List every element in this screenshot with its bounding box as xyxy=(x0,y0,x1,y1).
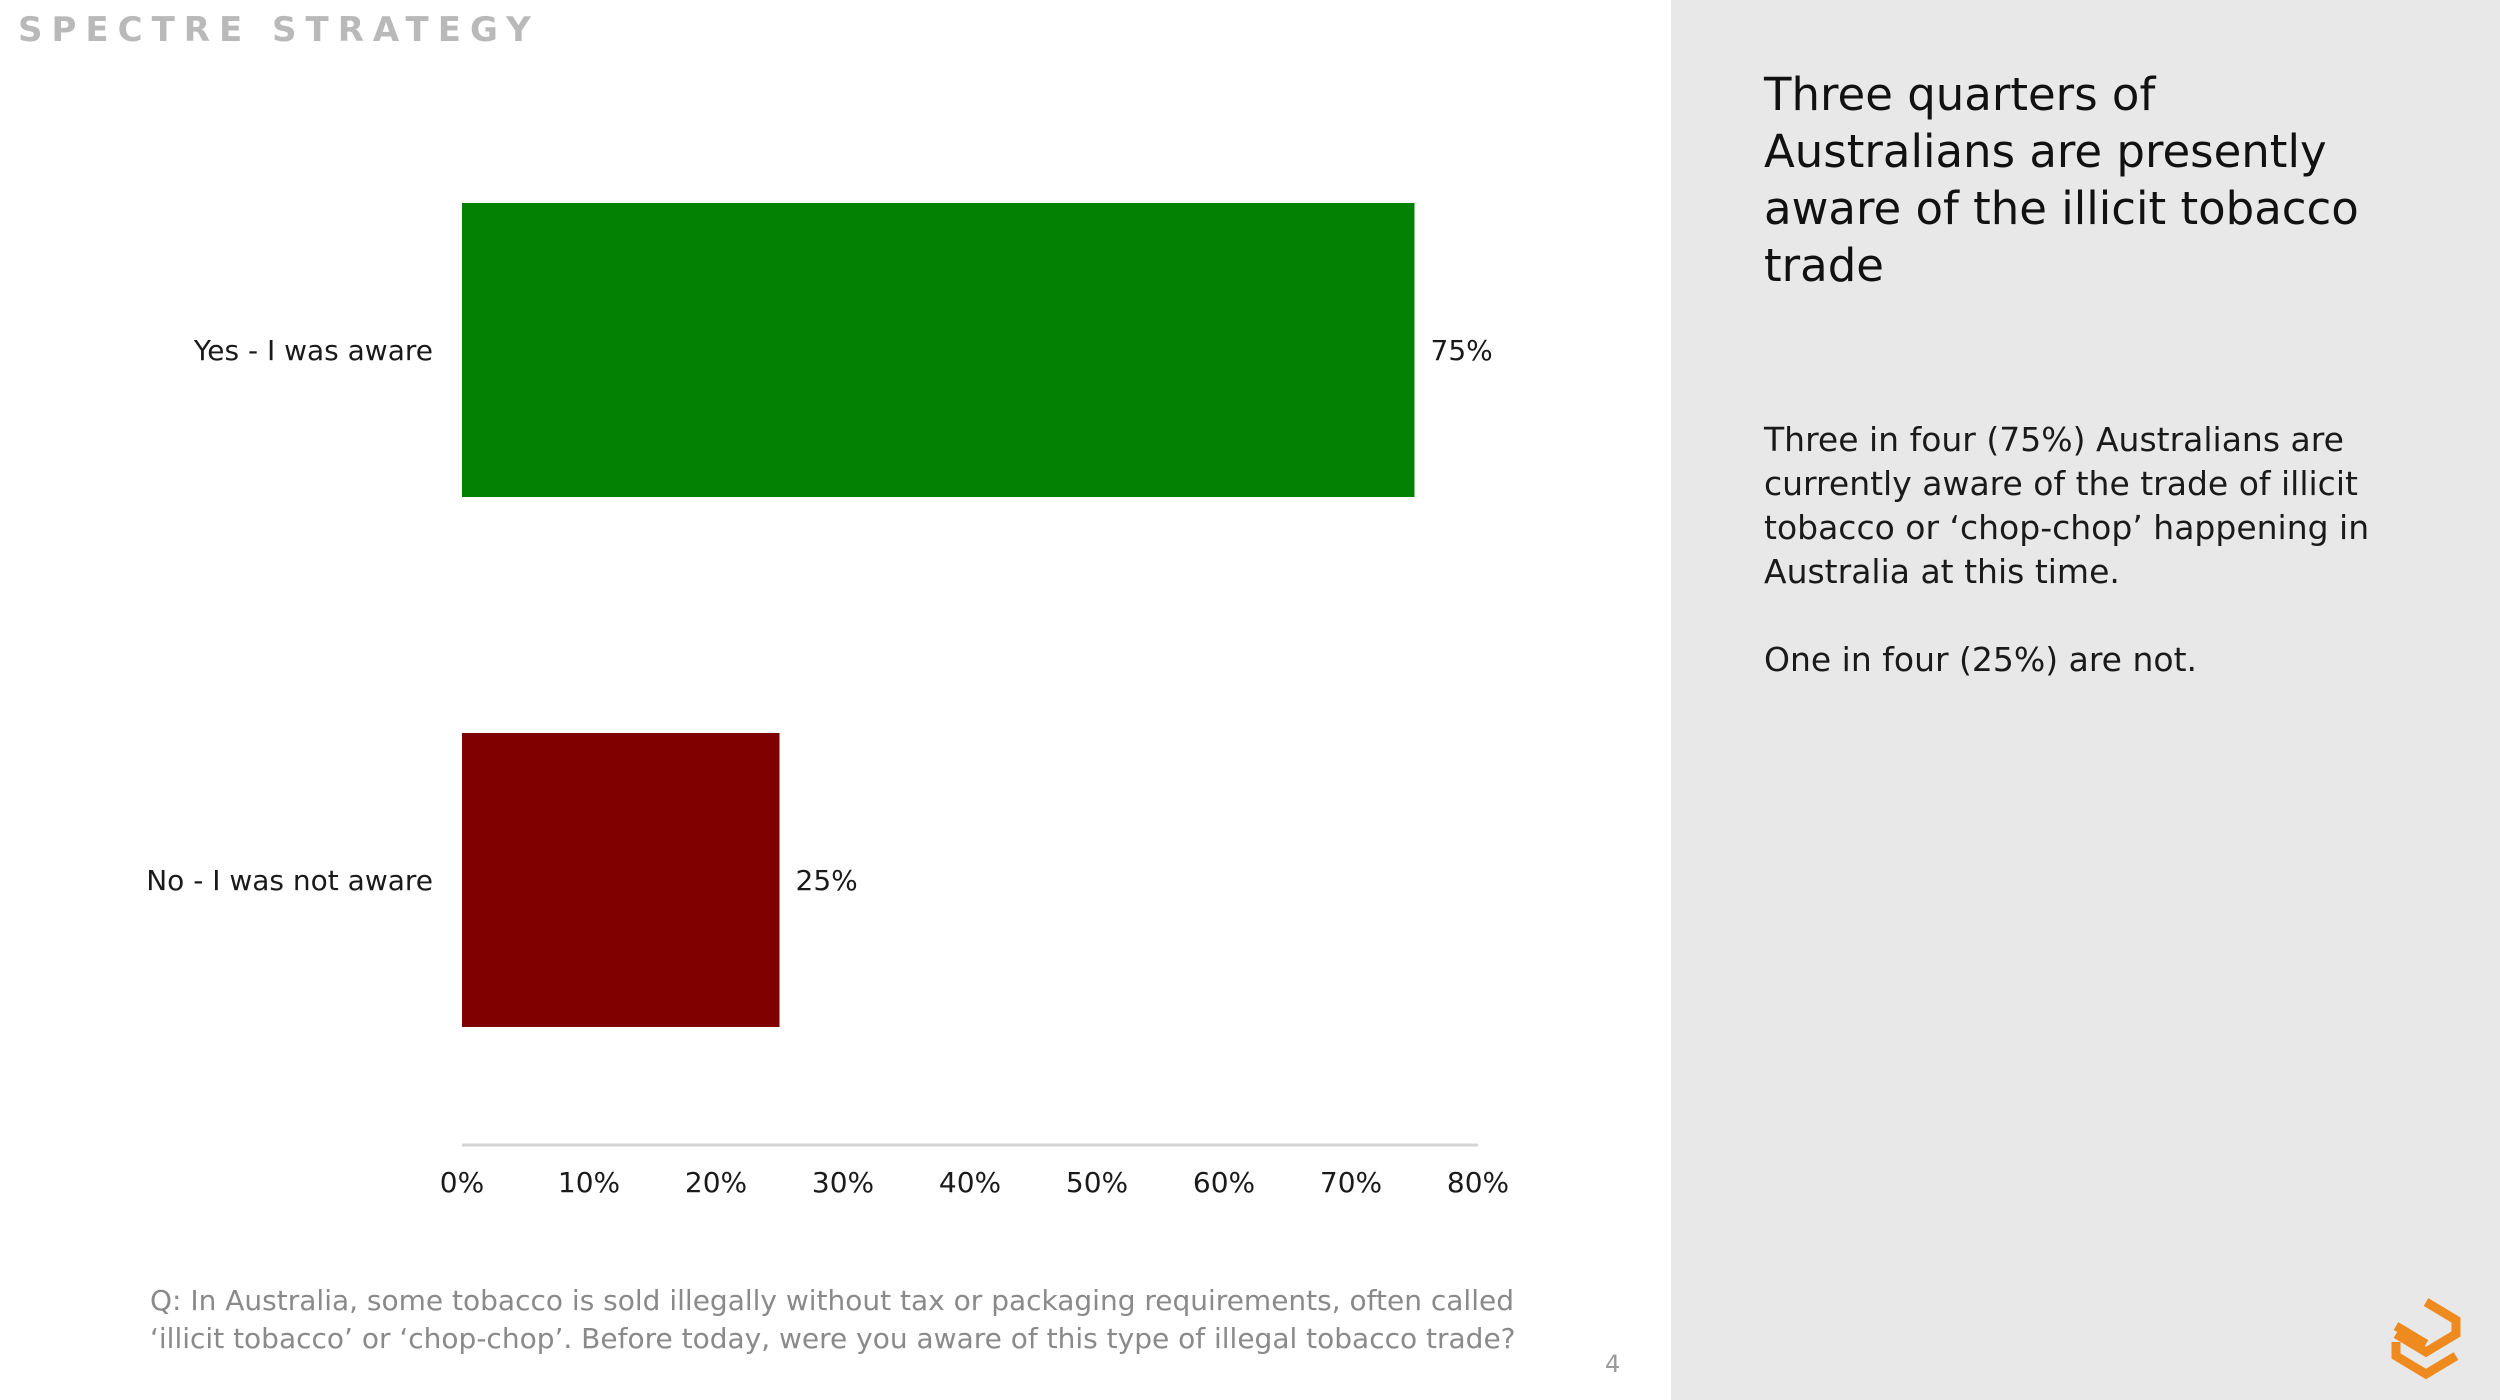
bars-layer xyxy=(462,203,1415,1027)
summary-text: Three in four (75%) Australians are curr… xyxy=(1764,418,2444,682)
x-tick-label: 70% xyxy=(1320,1166,1382,1199)
x-tick-label: 50% xyxy=(1066,1166,1128,1199)
headline-line: aware of the illicit tobacco xyxy=(1764,182,2359,235)
x-tick-label: 0% xyxy=(440,1166,484,1199)
question-line: Q: In Australia, some tobacco is sold il… xyxy=(150,1284,1514,1317)
x-tick-label: 60% xyxy=(1193,1166,1255,1199)
category-label: Yes - I was aware xyxy=(193,334,433,367)
page-number: 4 xyxy=(1605,1350,1621,1378)
x-tick-label: 30% xyxy=(812,1166,874,1199)
summary-line: One in four (25%) are not. xyxy=(1764,640,2198,679)
spectre-logo-icon xyxy=(2391,1298,2461,1380)
summary-line: currently aware of the trade of illicit xyxy=(1764,464,2358,503)
x-tick-label: 20% xyxy=(685,1166,747,1199)
x-tick-labels: 0% 10% 20% 30% 40% 50% 60% 70% 80% xyxy=(440,1166,1509,1199)
category-label: No - I was not aware xyxy=(146,864,433,897)
bar xyxy=(462,733,780,1027)
brand-wordmark: SPECTRE STRATEGY xyxy=(18,10,540,50)
x-tick-label: 40% xyxy=(939,1166,1001,1199)
summary-line: Australia at this time. xyxy=(1764,552,2120,591)
bar xyxy=(462,203,1415,497)
commentary-panel xyxy=(1671,0,2500,1400)
question-line: ‘illicit tobacco’ or ‘chop-chop’. Before… xyxy=(150,1322,1516,1355)
data-label: 25% xyxy=(796,864,858,897)
bar-chart: Yes - I was aware No - I was not aware 75… xyxy=(146,203,1509,1199)
headline-line: Three quarters of xyxy=(1764,68,2156,121)
summary-line: Three in four (75%) Australians are xyxy=(1764,420,2344,459)
headline: Three quarters of Australians are presen… xyxy=(1764,66,2444,294)
survey-question: Q: In Australia, some tobacco is sold il… xyxy=(150,1282,1530,1358)
headline-line: Australians are presently xyxy=(1764,125,2327,178)
x-tick-label: 10% xyxy=(558,1166,620,1199)
data-label: 75% xyxy=(1431,334,1493,367)
summary-line: tobacco or ‘chop-chop’ happening in xyxy=(1764,508,2370,547)
x-tick-label: 80% xyxy=(1447,1166,1509,1199)
headline-line: trade xyxy=(1764,239,1884,292)
paragraph-spacer xyxy=(1764,594,2444,638)
category-labels: Yes - I was aware No - I was not aware xyxy=(146,334,433,897)
value-labels: 75% 25% xyxy=(796,334,1493,897)
